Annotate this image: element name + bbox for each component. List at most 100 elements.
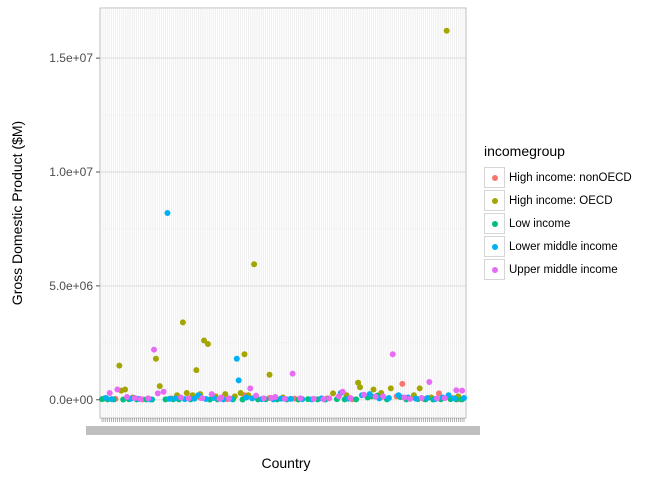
legend-title: incomegroup: [484, 143, 565, 159]
legend-item: Low income: [484, 212, 632, 235]
data-point: [399, 380, 406, 387]
data-point: [320, 396, 327, 403]
data-point: [222, 391, 229, 398]
data-point: [156, 383, 163, 390]
data-point: [385, 394, 392, 401]
data-point: [150, 346, 157, 353]
data-point: [199, 395, 206, 402]
data-point: [416, 385, 423, 392]
legend-key: [484, 236, 505, 257]
legend-item: High income: OECD: [484, 189, 632, 212]
y-tick-label: 1.0e+07: [49, 165, 93, 179]
data-point: [339, 388, 346, 395]
data-point: [124, 394, 131, 401]
legend-dot-icon: [491, 220, 498, 227]
data-point: [297, 395, 304, 402]
data-point: [226, 395, 233, 402]
y-axis-title: Gross Domestic Product ($M): [9, 121, 25, 305]
data-point: [310, 395, 317, 402]
data-point: [164, 210, 171, 216]
data-point: [459, 387, 466, 394]
data-point: [253, 392, 260, 399]
data-point: [122, 386, 129, 393]
data-point: [412, 395, 419, 402]
data-point: [241, 351, 248, 358]
data-point: [233, 355, 240, 362]
legend-label: Upper middle income: [509, 263, 618, 276]
data-points: [99, 27, 467, 403]
data-point: [461, 394, 467, 401]
data-point: [360, 391, 367, 398]
legend: incomegroup High income: nonOECD High inc…: [484, 143, 632, 281]
legend-dot-icon: [491, 174, 498, 181]
data-point: [387, 385, 394, 392]
data-point: [407, 395, 414, 402]
data-point: [208, 391, 215, 398]
data-point: [353, 396, 360, 403]
data-point: [191, 395, 198, 402]
data-point: [401, 394, 408, 401]
data-point: [443, 27, 450, 34]
data-point: [289, 370, 296, 377]
data-point: [441, 395, 448, 402]
data-point: [108, 396, 115, 403]
data-point: [177, 394, 184, 401]
legend-label: High income: OECD: [509, 194, 613, 207]
x-tick-labels-overlapping: [86, 426, 480, 435]
data-point: [193, 367, 200, 374]
data-point: [218, 394, 225, 401]
data-point: [347, 394, 354, 401]
legend-item: High income: nonOECD: [484, 166, 632, 189]
data-point: [357, 384, 364, 391]
legend-label: High income: nonOECD: [509, 171, 632, 184]
legend-key: [484, 167, 505, 188]
data-point: [395, 392, 402, 399]
data-point: [131, 394, 138, 401]
data-point: [204, 340, 211, 347]
data-point: [451, 395, 458, 402]
axes: 0.0e+00 5.0e+06 1.0e+07 1.5e+07: [49, 51, 480, 435]
data-point: [172, 395, 179, 402]
data-point: [389, 351, 396, 358]
data-point: [330, 390, 337, 397]
data-point: [370, 386, 377, 393]
data-point: [380, 393, 387, 400]
data-point: [366, 391, 373, 398]
data-point: [424, 394, 431, 401]
data-point: [154, 390, 161, 397]
legend-dot-icon: [491, 197, 498, 204]
data-point: [372, 393, 379, 400]
legend-key: [484, 213, 505, 234]
data-point: [426, 379, 433, 386]
data-point: [183, 389, 190, 396]
data-point: [434, 395, 441, 402]
data-point: [185, 395, 192, 402]
data-point: [235, 377, 242, 384]
data-point: [247, 385, 254, 392]
data-point: [243, 394, 250, 401]
data-point: [260, 395, 267, 402]
data-point: [166, 395, 173, 402]
data-point: [152, 355, 159, 362]
data-point: [266, 371, 273, 378]
legend-item: Lower middle income: [484, 235, 632, 258]
data-point: [106, 389, 113, 396]
legend-key: [484, 190, 505, 211]
data-point: [281, 395, 288, 402]
legend-label: Low income: [509, 217, 571, 230]
data-point: [335, 393, 342, 400]
data-point: [179, 319, 186, 326]
data-point: [355, 379, 362, 386]
legend-dot-icon: [491, 266, 498, 273]
data-point: [237, 389, 244, 396]
data-point: [326, 395, 333, 402]
x-axis-title: Country: [261, 455, 310, 471]
data-point: [160, 388, 167, 395]
legend-key: [484, 259, 505, 280]
data-point: [114, 386, 121, 393]
data-point: [418, 394, 425, 401]
legend-dot-icon: [491, 243, 498, 250]
data-point: [272, 394, 279, 401]
data-point: [287, 395, 294, 402]
